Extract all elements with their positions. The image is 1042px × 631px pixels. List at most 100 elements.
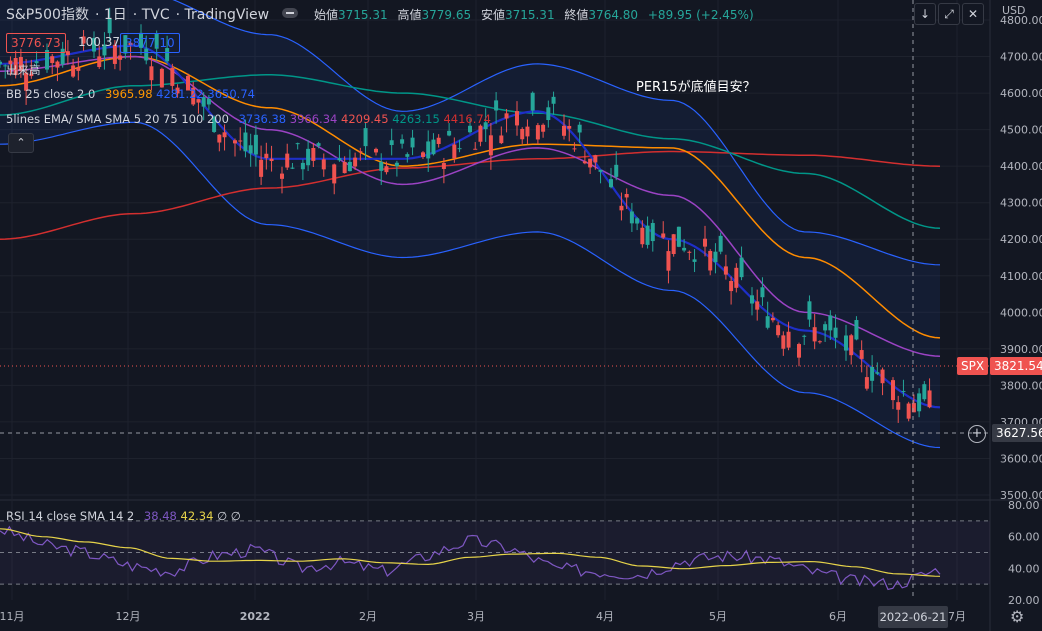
rsi-tick: 80.00: [1008, 499, 1040, 512]
bb-upper-line: [172, 0, 941, 266]
candle-body: [123, 35, 128, 54]
candle-body: [212, 116, 217, 132]
currency-label[interactable]: USD: [1002, 4, 1026, 17]
candle-body: [515, 111, 519, 126]
collapse-legend-button[interactable]: ⌃: [8, 133, 34, 153]
last-price-badge: 3821.54: [990, 357, 1042, 375]
candle-body: [844, 335, 848, 351]
rsi-ma-line: [0, 528, 941, 577]
crosshair-price: 3627.56: [992, 424, 1042, 442]
candle-body: [577, 124, 582, 133]
sma100-line: [0, 74, 941, 230]
candle-body: [374, 148, 378, 153]
sell-button[interactable]: 3776.73: [6, 33, 66, 53]
price-tick: 3600.00: [1000, 452, 1042, 465]
low-label: 安値: [480, 8, 505, 22]
candle-body: [92, 37, 96, 52]
candle-body: [567, 125, 572, 129]
candle-body: [159, 68, 164, 88]
rsi-tick: 40.00: [1008, 562, 1040, 575]
rsi-legend[interactable]: RSI 14 close SMA 14 2 38.48 42.34 ∅ ∅: [6, 509, 247, 523]
candle-body: [723, 266, 728, 275]
candle-body: [760, 287, 765, 298]
candle-body: [582, 161, 587, 164]
close-value: 3764.80: [588, 8, 639, 22]
candle-body: [891, 380, 895, 401]
candle-body: [238, 140, 243, 142]
candle-body: [901, 390, 906, 392]
volume-legend[interactable]: 出来高: [6, 62, 47, 78]
chart-title: S&P500指数 · 1日 · TVC · TradingView: [6, 7, 270, 23]
time-tick: 3月: [467, 610, 485, 623]
candle-body: [682, 247, 687, 251]
candle-body: [911, 403, 916, 413]
add-alert-icon[interactable]: +: [968, 425, 986, 443]
open-value: 3715.31: [338, 8, 388, 22]
price-tick: 4100.00: [1000, 270, 1042, 283]
candle-body: [713, 251, 718, 263]
candle-body: [797, 344, 801, 358]
candle-body: [551, 96, 556, 104]
crosshair-date: 2022-06-21: [878, 606, 948, 628]
candle-body: [718, 235, 723, 252]
candle-body: [248, 145, 253, 154]
candle-body: [765, 316, 770, 328]
candle-body: [76, 67, 81, 71]
price-tick: 4200.00: [1000, 233, 1042, 246]
candle-body: [541, 124, 546, 132]
candle-body: [112, 44, 117, 64]
time-tick: 5月: [709, 610, 727, 623]
candle-body: [666, 251, 671, 271]
candle-body: [499, 135, 504, 144]
close-icon[interactable]: ✕: [962, 3, 984, 25]
candle-body: [520, 128, 525, 140]
candle-body: [379, 161, 384, 171]
candle-body: [734, 267, 739, 288]
candle-body: [13, 57, 18, 75]
arrow-down-icon[interactable]: ↓: [914, 3, 936, 25]
ma-legend[interactable]: 5lines EMA/ SMA SMA 5 20 75 100 200 3736…: [6, 112, 491, 126]
candle-body: [614, 164, 619, 177]
candle-body: [917, 393, 922, 412]
bb-lower: 3650.74: [207, 87, 255, 101]
hide-legend-button[interactable]: [282, 8, 298, 18]
time-tick: 11月: [0, 610, 25, 623]
candle-body: [165, 48, 170, 62]
candle-body: [206, 98, 211, 105]
candle-body: [3, 65, 8, 67]
candle-body: [431, 139, 436, 155]
candle-body: [426, 141, 431, 159]
buy-button[interactable]: 3877.10: [120, 33, 180, 53]
candle-body: [332, 164, 337, 184]
annotation-text[interactable]: PER15が底値目安？: [636, 80, 756, 95]
candle-body: [316, 143, 321, 146]
bb-legend[interactable]: BB 25 close 2 0 3965.98 4281.22 3650.74: [6, 87, 255, 101]
price-tick: 4600.00: [1000, 87, 1042, 100]
candle-body: [609, 179, 613, 188]
candle-body: [201, 97, 206, 107]
bb-basis: 3965.98: [104, 87, 153, 101]
candle-body: [833, 327, 838, 338]
candle-body: [243, 132, 248, 152]
candle-body: [447, 130, 452, 136]
volume-label: 出来高: [6, 63, 41, 77]
gear-icon[interactable]: ⚙: [1010, 607, 1025, 626]
candle-body: [875, 372, 880, 374]
candle-body: [452, 144, 457, 159]
source: TradingView: [184, 7, 270, 23]
fullscreen-icon[interactable]: ⤢: [938, 3, 960, 25]
candle-body: [45, 50, 49, 70]
candle-body: [781, 335, 786, 349]
candle-body: [661, 233, 666, 238]
candle-body: [624, 193, 629, 198]
ma-name: 5lines EMA/ SMA SMA 5 20 75 100 200: [6, 112, 229, 126]
candle-body: [191, 87, 196, 105]
candle-body: [703, 238, 707, 247]
rsi-value: 38.48: [143, 509, 177, 523]
interval[interactable]: 1日: [103, 7, 127, 23]
candle-body: [640, 227, 645, 245]
symbol-name[interactable]: S&P500指数: [6, 7, 89, 23]
candle-body: [222, 132, 227, 138]
rsi-tick: 60.00: [1008, 531, 1040, 544]
